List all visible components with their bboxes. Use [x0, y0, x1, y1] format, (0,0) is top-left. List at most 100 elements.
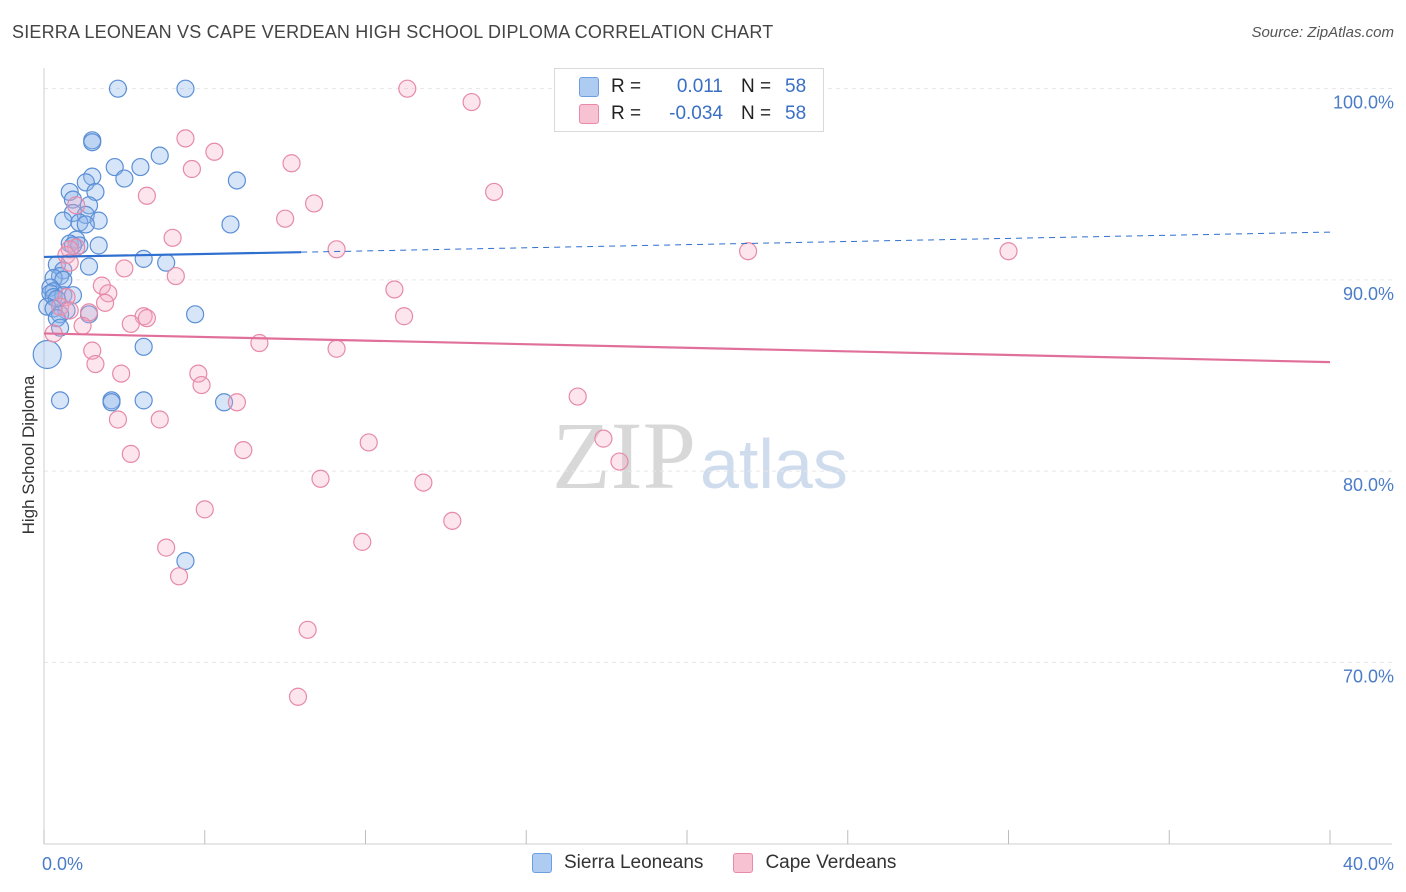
point-cape-verdean: [999, 242, 1018, 261]
point-sierra-leonean: [214, 393, 234, 412]
point-sierra-leonean: [70, 213, 89, 232]
point-cape-verdean: [192, 375, 211, 395]
point-cape-verdean: [83, 341, 102, 360]
legend-n-label: N =: [741, 103, 772, 124]
point-cape-verdean: [227, 393, 246, 412]
point-cape-verdean: [189, 364, 208, 383]
point-cape-verdean: [115, 259, 134, 278]
point-cape-verdean: [394, 307, 414, 326]
legend-swatch-pink: [733, 853, 754, 873]
point-sierra-leonean: [54, 211, 73, 230]
legend-label: Sierra Leoneans: [564, 852, 704, 873]
y-tick-label: 80.0%: [1343, 475, 1394, 495]
point-cape-verdean: [108, 410, 128, 429]
point-sierra-leonean: [176, 79, 195, 98]
point-cape-verdean: [568, 387, 587, 406]
point-cape-verdean: [359, 433, 378, 452]
point-cape-verdean: [738, 242, 758, 261]
point-cape-verdean: [176, 129, 195, 148]
point-sierra-leonean: [221, 215, 240, 234]
stats-legend: R = 0.011 N = 58 R = -0.034 N = 58: [554, 68, 824, 132]
legend-swatch-blue: [532, 853, 552, 873]
point-cape-verdean: [163, 228, 182, 247]
legend-swatch-pink: [579, 104, 599, 124]
point-cape-verdean: [112, 364, 131, 383]
point-sierra-leonean: [108, 79, 128, 98]
tick-labels: 100.0% 90.0% 80.0% 70.0% 0.0% 40.0%: [42, 93, 1394, 874]
point-cape-verdean: [121, 314, 140, 333]
legend-row-cape-verdeans: R = -0.034 N = 58: [579, 102, 806, 126]
legend-label: Cape Verdeans: [765, 852, 897, 873]
point-cape-verdean: [60, 301, 79, 320]
watermark-zip: ZIP: [552, 402, 696, 509]
point-sierra-leonean: [227, 171, 246, 190]
point-cape-verdean: [234, 440, 253, 460]
point-sierra-leonean: [70, 236, 89, 255]
series-legend: Sierra Leoneans Cape Verdeans: [532, 852, 926, 874]
legend-r-value: -0.034: [669, 103, 723, 124]
trend-lines: [43, 231, 1331, 364]
point-cape-verdean: [304, 194, 324, 213]
point-cape-verdean: [327, 240, 346, 259]
point-cape-verdean: [327, 339, 346, 358]
point-sierra-leonean: [63, 190, 83, 209]
legend-row-sierra-leoneans: R = 0.011 N = 58: [579, 75, 806, 99]
point-cape-verdean: [195, 500, 214, 519]
grid-lines: [44, 88, 1392, 663]
point-cape-verdean: [166, 266, 185, 286]
point-cape-verdean: [169, 567, 189, 586]
point-cape-verdean: [60, 240, 79, 259]
point-sierra-leonean: [115, 169, 134, 188]
point-cape-verdean: [50, 297, 70, 316]
point-cape-verdean: [282, 154, 301, 173]
point-cape-verdean: [414, 473, 433, 492]
point-cape-verdean: [485, 182, 504, 202]
point-sierra-leonean: [186, 305, 205, 324]
point-sierra-leonean: [76, 173, 95, 192]
chart-source: Source: ZipAtlas.com: [1251, 24, 1394, 41]
legend-item-cape-verdeans[interactable]: Cape Verdeans: [733, 852, 896, 874]
point-sierra-leonean: [89, 236, 108, 255]
watermark-atlas: atlas: [700, 425, 848, 503]
chart-title: SIERRA LEONEAN VS CAPE VERDEAN HIGH SCHO…: [12, 22, 774, 42]
point-cape-verdean: [594, 429, 613, 448]
axes: [43, 68, 1392, 845]
y-tick-label: 90.0%: [1343, 284, 1394, 304]
x-tick-label: 40.0%: [1343, 854, 1394, 874]
point-cape-verdean: [205, 142, 224, 161]
point-cape-verdean: [462, 92, 481, 112]
point-cape-verdean: [150, 410, 169, 429]
point-cape-verdean: [610, 452, 629, 471]
point-sierra-leonean: [83, 133, 102, 152]
point-cape-verdean: [60, 253, 79, 272]
point-cape-verdean: [385, 280, 404, 299]
legend-swatch-blue: [579, 77, 599, 97]
data-points: [32, 79, 1018, 706]
y-axis-title: High School Diploma: [19, 375, 38, 534]
watermark: ZIPatlas: [552, 400, 848, 511]
trend-cape-verdeans: [43, 332, 1331, 364]
point-sierra-leonean: [134, 249, 153, 268]
point-cape-verdean: [137, 309, 156, 328]
point-cape-verdean: [86, 354, 105, 374]
legend-n-value: 58: [785, 76, 807, 97]
legend-n-value: 58: [785, 103, 807, 124]
point-sierra-leonean: [102, 393, 121, 412]
point-sierra-leonean: [134, 337, 153, 356]
legend-r-value: 0.011: [676, 76, 723, 97]
point-sierra-leonean: [131, 157, 150, 177]
point-cape-verdean: [182, 159, 201, 179]
point-sierra-leonean: [176, 551, 195, 571]
legend-r-label: R =: [611, 103, 642, 124]
legend-item-sierra-leoneans[interactable]: Sierra Leoneans: [532, 852, 703, 874]
point-cape-verdean: [443, 511, 462, 530]
y-tick-label: 70.0%: [1343, 666, 1394, 686]
point-cape-verdean: [99, 284, 118, 303]
trend-sierra-leoneans: [43, 251, 302, 259]
point-cape-verdean: [157, 538, 176, 557]
point-cape-verdean: [73, 316, 92, 335]
point-sierra-leonean: [50, 391, 70, 410]
point-cape-verdean: [137, 186, 156, 205]
point-sierra-leonean: [79, 257, 99, 276]
